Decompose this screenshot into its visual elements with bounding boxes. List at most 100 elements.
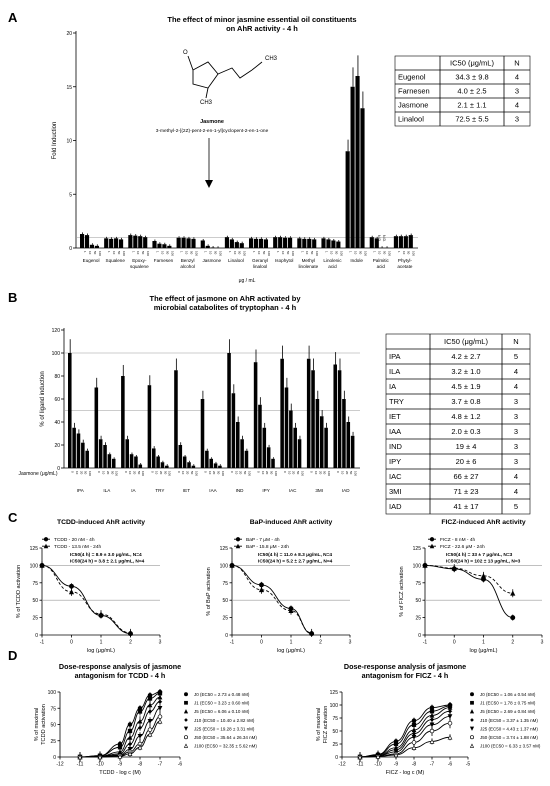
a-group-label: Farnesen: [154, 258, 174, 263]
c1-legend-label: TCDD - 20 nM - 4h: [54, 537, 95, 543]
b-bar: [121, 376, 125, 468]
b-bar: [134, 456, 138, 468]
a-dose-label: 1: [324, 251, 328, 253]
d2-data-point: [357, 754, 363, 760]
c2-x-tick-label: 1: [290, 640, 293, 646]
a-bar: [114, 238, 119, 248]
d1-x-tick-label: -12: [56, 762, 63, 768]
a-bar: [176, 237, 181, 248]
b-bar: [85, 450, 89, 468]
a-dose-label: 1: [300, 251, 304, 253]
b-bar: [284, 387, 289, 468]
jasmone-methyl-bond: [205, 87, 209, 99]
a-dose-label: 50: [262, 251, 266, 255]
a-table-header: IC50 (μg/mL): [450, 59, 494, 68]
a-group-label: Methyl: [302, 258, 316, 263]
a-dose-label: 50: [310, 251, 314, 255]
c1-legend-label: TCDD - 13.5 nM - 24h: [54, 544, 102, 550]
b-dose-label: 20: [292, 471, 296, 475]
c3-y-tick-label: 50: [415, 598, 421, 604]
b-dose-label: 0: [256, 471, 260, 473]
a-group-label: Geranyl: [252, 258, 268, 263]
b-dose-label: 20: [186, 471, 190, 475]
a-bar: [331, 240, 336, 248]
c1-legend-marker: [43, 543, 49, 549]
b-bar: [72, 427, 76, 468]
c3-x-axis-label: log (μg/mL): [470, 648, 498, 654]
a-bar: [336, 241, 341, 248]
a-bar: [253, 238, 259, 248]
c2-x-tick-label: 3: [349, 640, 352, 646]
d2-data-point: [429, 738, 435, 744]
b-table-cell: 4: [514, 382, 518, 391]
d1-data-point: [147, 731, 153, 737]
b-dose-label: 10: [181, 471, 185, 475]
a-bar: [118, 239, 124, 248]
a-bar: [355, 76, 360, 248]
b-table-cell: TRY: [389, 397, 404, 406]
c1-ic50-annotation: IC50(24 h) = 3.8 ± 2.1 μg/mL, N=4: [70, 559, 145, 565]
a-bar: [350, 86, 355, 248]
d1-data-point: [147, 696, 153, 701]
a-bar: [133, 235, 138, 248]
c3-x-tick-label: 0: [453, 640, 456, 646]
c3-data-point: [480, 573, 487, 579]
b-dose-label: 50: [270, 471, 274, 475]
b-group-label: IAC: [289, 488, 297, 493]
a-dose-label: 10: [88, 251, 92, 255]
a-bar: [263, 239, 268, 248]
d2-data-point: [429, 728, 435, 734]
a-group-label: acid: [328, 264, 337, 269]
b-bar: [205, 450, 209, 468]
b-table-cell: IPA: [389, 352, 401, 361]
c3-legend-label: FICZ - 22.6 μM - 24h: [440, 544, 485, 550]
c2-y-tick-label: 75: [222, 581, 228, 587]
a-dose-label: 50: [238, 251, 242, 255]
b-table-cell: IAD: [389, 502, 402, 511]
a-dose-label: 100: [412, 251, 416, 256]
b-table-cell: 3: [514, 427, 518, 436]
a-group-label: acid: [377, 264, 386, 269]
d2-x-tick-label: -12: [338, 762, 345, 768]
a-y-tick-label: 10: [66, 139, 72, 145]
d2-fit-line: [359, 707, 451, 758]
a-bar: [181, 237, 186, 248]
a-group-label: Palmitic: [373, 258, 390, 263]
b-bar: [253, 362, 258, 468]
d1-legend-label: J0 (EC50 = 2.73 ± 0.48 nM): [194, 692, 250, 697]
b-bar: [293, 427, 297, 468]
jasmone-ch3-label: CH3: [200, 100, 213, 106]
b-table-cell: 4: [514, 367, 518, 376]
b-bar: [129, 454, 134, 468]
a-bar: [369, 237, 374, 248]
a-title-line: on AhR activity - 4 h: [226, 24, 298, 33]
a-dose-label: 100: [267, 251, 271, 256]
b-bar: [280, 358, 284, 468]
b-bar: [182, 456, 187, 468]
c3-x-tick-label: -1: [423, 640, 428, 646]
b-bar: [346, 422, 351, 468]
b-table-header: N: [513, 337, 518, 346]
b-bar: [315, 399, 320, 468]
c1-fit-line: [41, 564, 131, 634]
a-dose-label: 100: [243, 251, 247, 256]
c3-y-tick-label: 75: [415, 581, 421, 587]
c1-y-tick-label: 25: [32, 616, 38, 622]
c1-y-axis-label: % of TCDD activation: [16, 565, 22, 618]
b-dose-label: 50: [84, 471, 88, 475]
c3-legend-label: FICZ - 8 nM - 4h: [440, 537, 476, 543]
d1-title-line: Dose-response analysis of jasmone: [59, 662, 181, 671]
b-group-label: IAA: [209, 488, 217, 493]
a-bar: [408, 235, 413, 248]
a-table-cell: 3: [515, 87, 519, 96]
b-y-tick-label: 0: [57, 466, 60, 472]
c3-y-tick-label: 125: [413, 546, 422, 552]
a-y-tick-label: 5: [69, 192, 72, 198]
b-dose-label: 0: [177, 471, 181, 473]
a-dose-label: 10: [329, 251, 333, 255]
b-dose-label: 20: [79, 471, 83, 475]
b-bar: [94, 387, 99, 468]
d2-x-tick-label: -6: [448, 762, 453, 768]
b-y-tick-label: 40: [54, 420, 60, 426]
d2-data-point: [411, 735, 417, 740]
